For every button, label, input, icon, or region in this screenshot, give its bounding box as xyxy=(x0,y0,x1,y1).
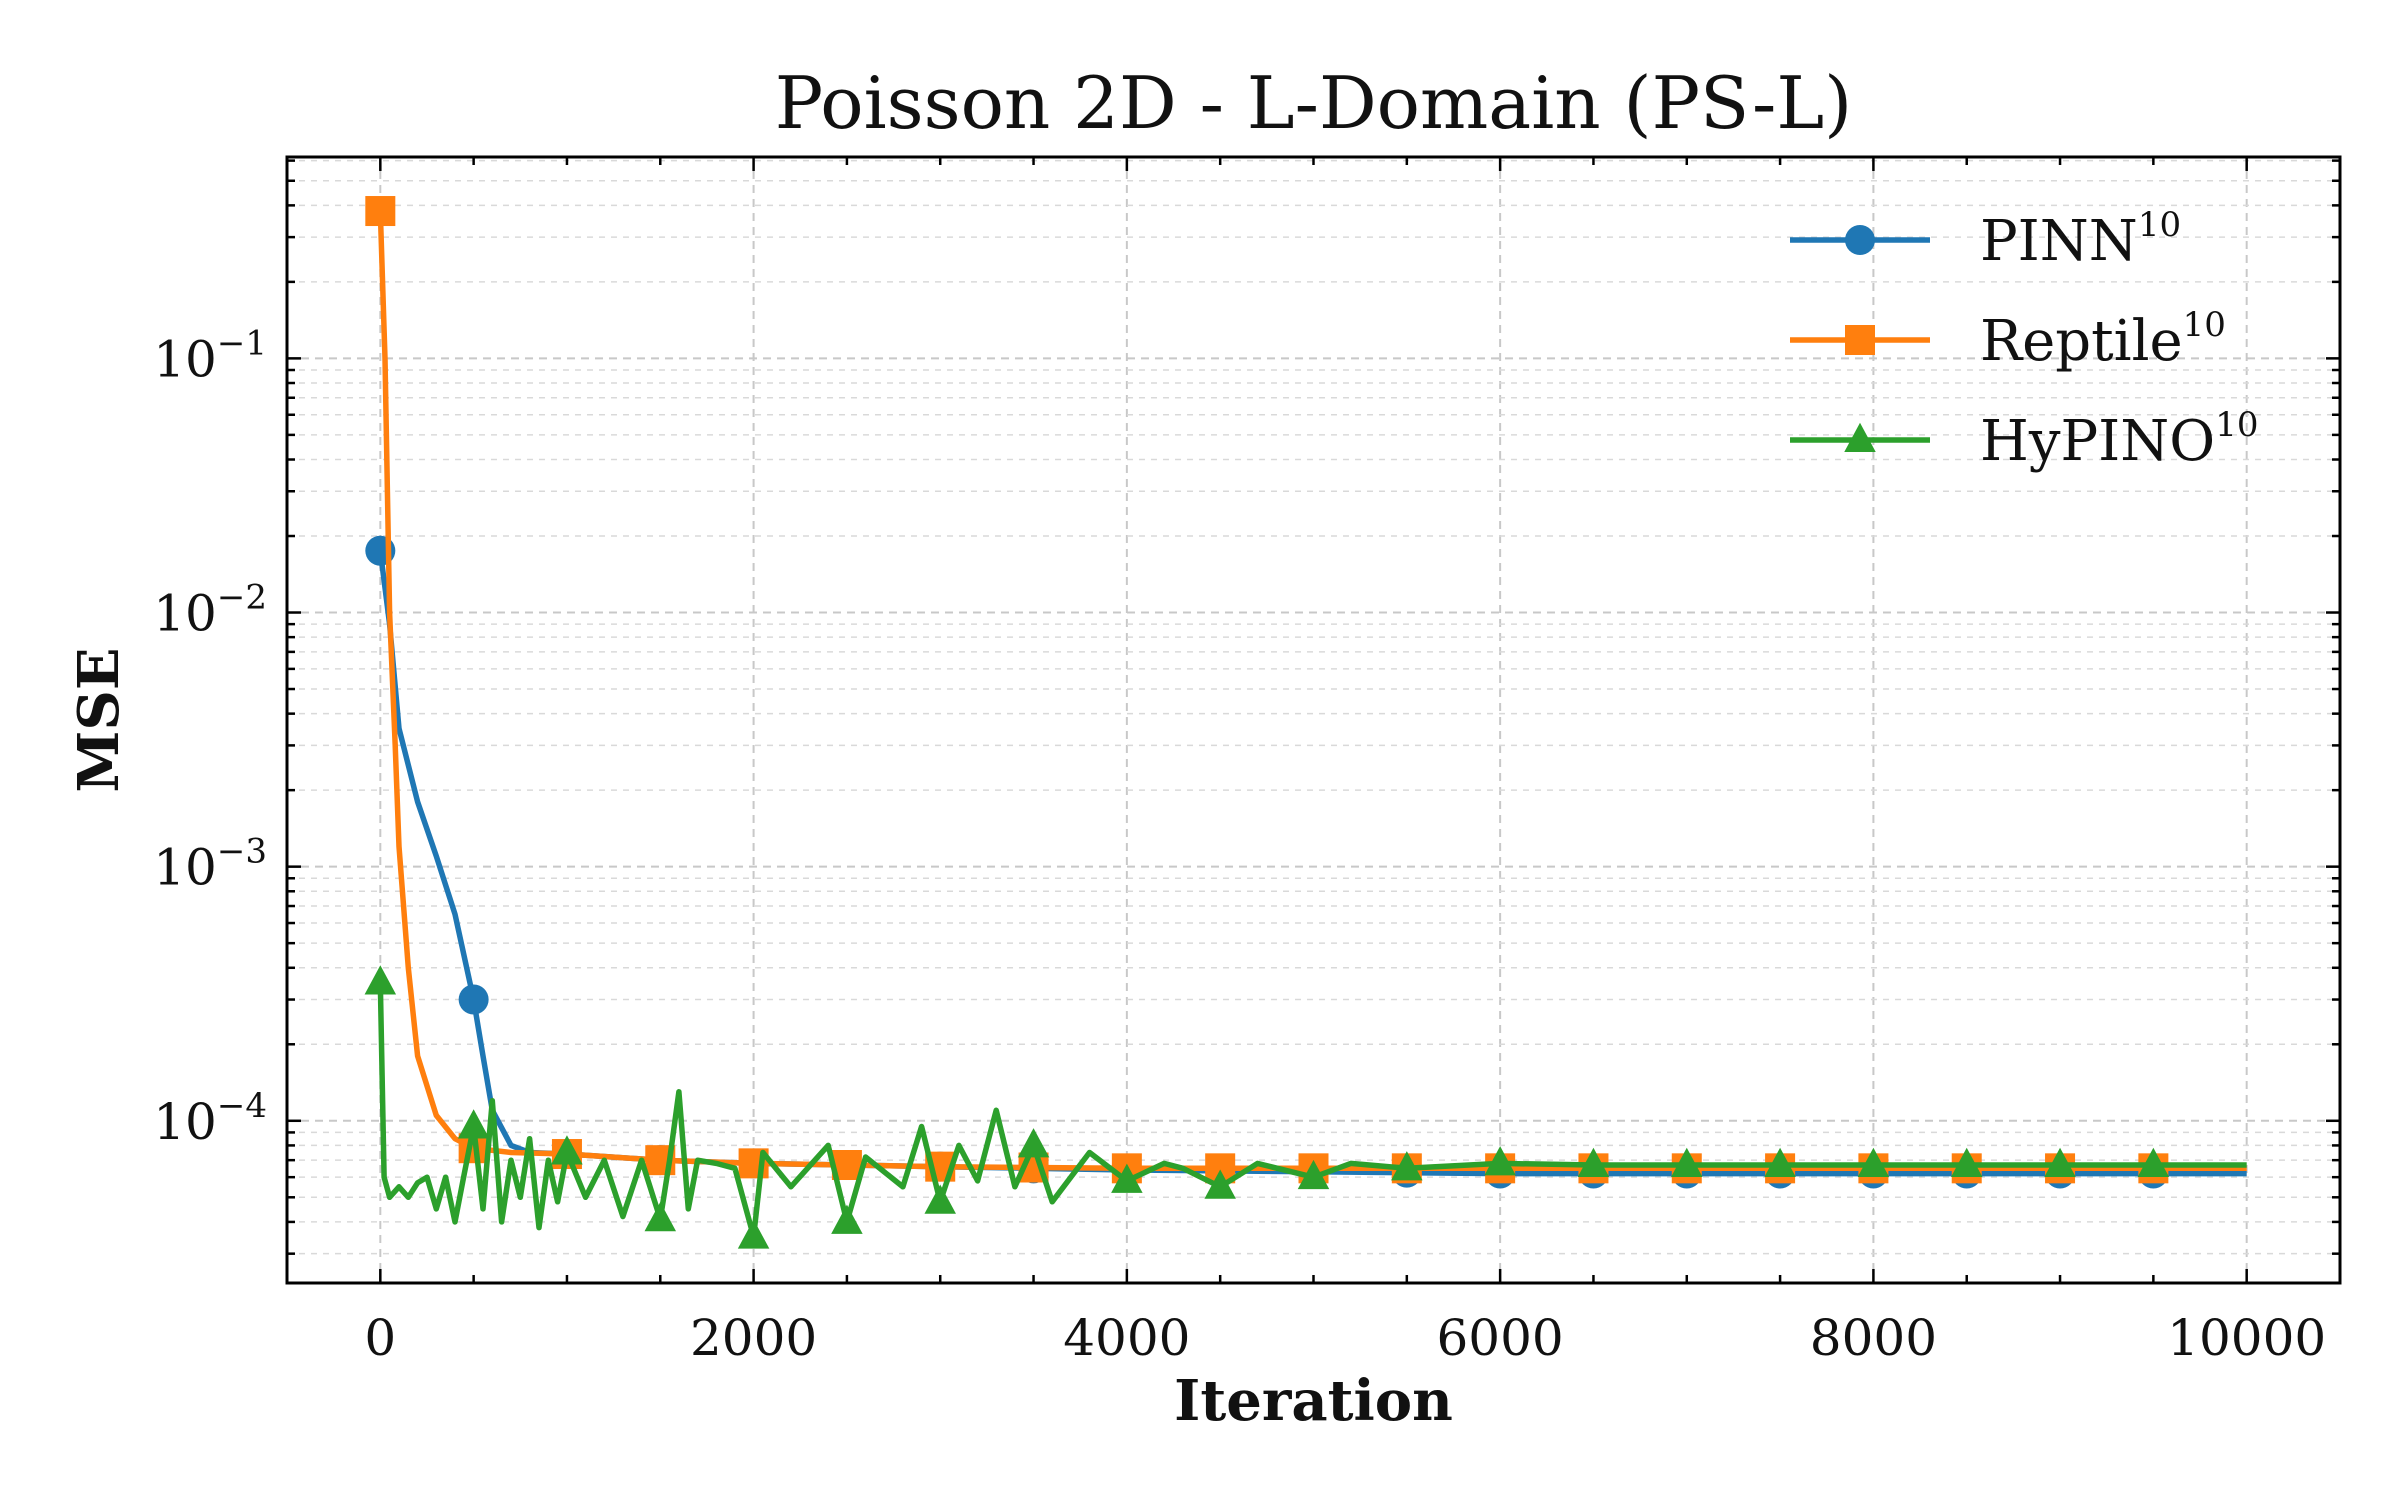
y-tick-label: 10−4 xyxy=(153,1086,267,1151)
data-point-hypino xyxy=(1950,1147,1983,1177)
y-tick-label: 10−3 xyxy=(153,832,267,897)
legend-marker xyxy=(1845,325,1875,355)
y-tick-base: 10 xyxy=(153,330,217,388)
data-point-hypino xyxy=(1017,1128,1050,1158)
y-tick-exponent: −4 xyxy=(217,1086,267,1126)
y-tick-label: 10−2 xyxy=(153,578,267,643)
y-tick-exponent: −3 xyxy=(217,832,267,872)
data-point-hypino xyxy=(1297,1159,1330,1190)
y-tick-base: 10 xyxy=(153,839,217,897)
x-tick-label: 0 xyxy=(364,1309,396,1367)
data-point-hypino xyxy=(644,1201,677,1232)
legend-label: Reptile10 xyxy=(1980,305,2226,374)
y-tick-exponent: −2 xyxy=(217,578,267,618)
data-point-hypino xyxy=(364,965,397,995)
legend-marker xyxy=(1844,422,1876,452)
x-tick-label: 6000 xyxy=(1437,1309,1564,1367)
series-hypino xyxy=(364,965,2247,1249)
data-point-hypino xyxy=(1764,1147,1796,1177)
data-point-hypino xyxy=(1204,1169,1236,1199)
legend-superscript: 10 xyxy=(2215,405,2258,445)
series-layer xyxy=(364,196,2247,1249)
data-point-hypino xyxy=(1391,1151,1423,1181)
data-point-hypino xyxy=(924,1184,956,1214)
legend-series-name: PINN xyxy=(1980,209,2138,274)
grid xyxy=(287,157,2340,1283)
series-line-pinn xyxy=(377,550,2247,1177)
x-tick-label: 10000 xyxy=(2167,1309,2326,1367)
data-point-hypino xyxy=(831,1204,863,1234)
data-point-hypino xyxy=(1577,1147,1610,1177)
data-point-pinn xyxy=(458,984,489,1015)
data-point-hypino xyxy=(1857,1147,1890,1177)
data-point-hypino xyxy=(737,1219,770,1249)
legend-label: HyPINO10 xyxy=(1980,405,2258,474)
data-point-hypino xyxy=(2137,1147,2170,1177)
legend-marker xyxy=(1845,225,1875,255)
legend-label: PINN10 xyxy=(1980,205,2181,274)
legend-superscript: 10 xyxy=(2138,205,2181,245)
chart-title: Poisson 2D - L-Domain (PS-L) xyxy=(775,61,1852,145)
x-axis-label: Iteration xyxy=(1174,1368,1453,1434)
legend-series-name: Reptile xyxy=(1980,309,2183,374)
data-point-hypino xyxy=(1671,1147,1703,1177)
legend-item-pinn: PINN10 xyxy=(1790,205,2181,274)
series-pinn xyxy=(365,535,2247,1189)
y-tick-exponent: −1 xyxy=(217,323,267,363)
y-tick-label: 10−1 xyxy=(153,323,267,388)
data-point-hypino xyxy=(457,1109,490,1139)
x-tick-label: 2000 xyxy=(690,1309,817,1367)
data-point-hypino xyxy=(1111,1163,1143,1193)
data-point-hypino xyxy=(551,1135,583,1165)
y-tick-base: 10 xyxy=(153,1093,217,1151)
y-axis-label: MSE xyxy=(66,647,132,792)
series-line-hypino xyxy=(377,982,2247,1240)
x-tick-label: 8000 xyxy=(1810,1309,1937,1367)
data-point-hypino xyxy=(1484,1146,1516,1176)
y-tick-base: 10 xyxy=(153,585,217,643)
data-point-reptile xyxy=(365,196,396,227)
data-point-hypino xyxy=(2044,1147,2076,1177)
legend-item-reptile: Reptile10 xyxy=(1790,305,2226,374)
x-tick-label: 4000 xyxy=(1063,1309,1190,1367)
legend-item-hypino: HyPINO10 xyxy=(1790,405,2258,474)
legend-superscript: 10 xyxy=(2183,305,2226,345)
legend-series-name: HyPINO xyxy=(1980,409,2215,474)
